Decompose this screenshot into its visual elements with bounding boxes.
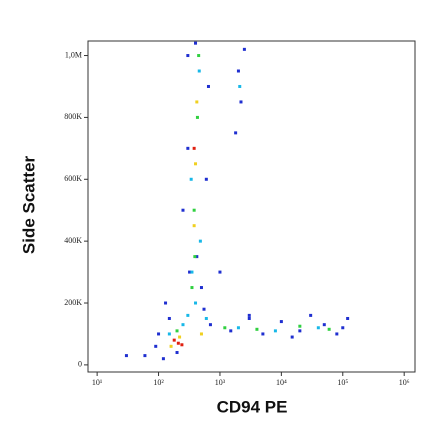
point [195, 100, 199, 104]
point [202, 307, 206, 311]
point [172, 338, 176, 342]
point [188, 270, 192, 274]
point [247, 316, 251, 320]
point [192, 146, 196, 150]
point [178, 335, 182, 339]
point [239, 100, 243, 104]
point [242, 47, 246, 51]
point [204, 316, 208, 320]
point [186, 54, 190, 58]
x-tick-label: 10¹ [92, 378, 103, 387]
y-axis-title: Side Scatter [19, 155, 38, 254]
x-tick-label: 10² [153, 378, 164, 387]
point [143, 354, 147, 358]
point [189, 177, 193, 181]
point [176, 341, 180, 345]
y-tick-label: 400K [64, 236, 82, 245]
point [194, 41, 198, 45]
point [193, 255, 197, 259]
point [346, 316, 350, 320]
point [327, 327, 331, 331]
point [261, 332, 265, 336]
point [309, 313, 313, 317]
point [247, 313, 251, 317]
x-axis-title: CD94 PE [217, 397, 288, 416]
point [236, 326, 240, 330]
point [192, 208, 196, 212]
point [335, 332, 339, 336]
point [298, 324, 302, 328]
x-tick-label: 10³ [215, 378, 226, 387]
point [181, 208, 185, 212]
x-tick-label: 10⁵ [337, 378, 348, 387]
y-tick-label: 600K [64, 174, 82, 183]
y-tick-label: 0 [78, 360, 82, 369]
point [181, 323, 185, 327]
point [218, 270, 222, 274]
x-tick-label: 10⁴ [276, 378, 287, 387]
point [316, 326, 320, 330]
point [197, 69, 201, 73]
point [161, 357, 165, 361]
point [192, 224, 196, 228]
point [186, 313, 190, 317]
point [197, 54, 201, 58]
point [175, 351, 179, 355]
point [186, 146, 190, 150]
y-tick-label: 800K [64, 112, 82, 121]
point [194, 162, 198, 166]
y-tick-label: 200K [64, 298, 82, 307]
point [190, 286, 194, 290]
point [236, 69, 240, 73]
point [190, 270, 194, 274]
point [169, 344, 173, 348]
point [175, 329, 179, 333]
point [195, 255, 199, 259]
point [167, 316, 171, 320]
point [157, 332, 161, 336]
plot-frame [87, 40, 416, 373]
point [322, 323, 326, 327]
point [199, 286, 203, 290]
point [238, 84, 242, 88]
point [124, 354, 128, 358]
point [195, 115, 199, 119]
point [154, 344, 158, 348]
point [273, 329, 277, 333]
point [208, 323, 212, 327]
point [194, 301, 198, 305]
point [199, 332, 203, 336]
point [164, 301, 168, 305]
point [198, 239, 202, 243]
y-tick-label: 1,0M [65, 50, 82, 59]
point [298, 329, 302, 333]
point [279, 320, 283, 324]
point [167, 332, 171, 336]
point [206, 84, 210, 88]
point [234, 131, 238, 135]
point [229, 329, 233, 333]
point [290, 335, 294, 339]
point [223, 326, 227, 330]
x-tick-label: 10⁶ [399, 378, 410, 387]
point [255, 327, 259, 331]
point [341, 326, 345, 330]
point [204, 177, 208, 181]
point [180, 343, 184, 347]
